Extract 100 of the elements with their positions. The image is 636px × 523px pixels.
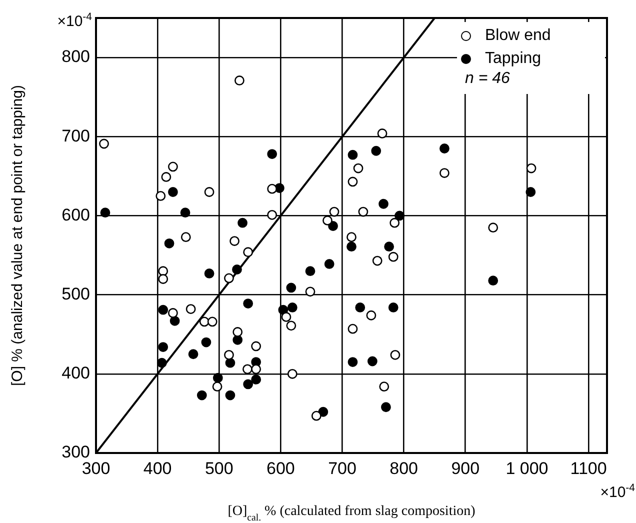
point xyxy=(232,264,242,274)
point xyxy=(196,390,207,400)
point xyxy=(186,304,196,314)
point xyxy=(225,390,236,400)
point xyxy=(379,382,390,392)
point xyxy=(207,316,218,327)
point xyxy=(100,208,110,218)
point xyxy=(281,312,292,322)
point xyxy=(204,187,214,197)
x-tick-label: 1100 xyxy=(570,458,607,478)
point xyxy=(180,232,191,242)
point xyxy=(372,256,382,266)
point xyxy=(390,218,400,228)
point xyxy=(381,402,391,412)
x-tick-label: 500 xyxy=(204,458,234,478)
point xyxy=(156,358,167,368)
point xyxy=(390,350,400,360)
x-tick-label: 1 000 xyxy=(506,458,548,478)
point xyxy=(526,187,536,197)
point xyxy=(305,266,316,276)
y-tick-label: 500 xyxy=(62,284,90,304)
x-tick-label: 700 xyxy=(328,458,356,478)
point xyxy=(348,150,358,160)
point xyxy=(318,406,328,417)
point xyxy=(243,379,254,390)
point xyxy=(158,342,168,352)
point xyxy=(251,374,262,384)
point xyxy=(322,216,332,226)
point xyxy=(225,358,236,368)
point xyxy=(267,184,278,194)
point xyxy=(168,187,178,197)
legend-label: Blow end xyxy=(485,26,551,44)
point xyxy=(201,337,212,348)
point xyxy=(199,316,210,327)
point xyxy=(366,310,376,320)
point xyxy=(287,368,298,379)
point xyxy=(353,163,364,174)
point xyxy=(348,176,358,187)
point xyxy=(168,308,178,318)
point xyxy=(440,144,450,154)
point xyxy=(158,274,168,284)
point xyxy=(378,198,388,209)
point xyxy=(358,206,368,217)
point xyxy=(204,268,214,278)
point xyxy=(348,324,358,334)
point xyxy=(243,298,254,308)
point xyxy=(346,232,356,242)
point xyxy=(212,372,223,383)
point xyxy=(230,236,240,246)
annotation: n = 46 xyxy=(464,70,511,89)
y-tick-label: 400 xyxy=(62,364,90,383)
point xyxy=(394,210,404,221)
point xyxy=(267,149,278,159)
point xyxy=(346,242,356,252)
point xyxy=(251,341,262,352)
point xyxy=(311,410,322,421)
point xyxy=(348,357,358,367)
x-tick-label: 600 xyxy=(266,458,295,478)
point xyxy=(388,302,398,312)
point xyxy=(243,247,254,258)
point xyxy=(371,146,382,156)
x-tick-label: 800 xyxy=(390,458,418,478)
point xyxy=(188,349,198,360)
point xyxy=(367,356,378,366)
y-tick-label: 700 xyxy=(62,126,90,146)
point xyxy=(286,320,296,331)
y-tick-label: 600 xyxy=(62,205,90,224)
point xyxy=(488,222,498,233)
y-tick-label: 800 xyxy=(62,47,90,66)
point xyxy=(377,128,388,138)
point xyxy=(329,206,340,217)
point xyxy=(242,364,252,374)
point xyxy=(251,364,262,374)
point xyxy=(324,259,334,269)
point xyxy=(168,162,178,172)
point xyxy=(440,168,450,178)
point xyxy=(180,208,190,218)
point xyxy=(526,163,536,174)
point xyxy=(161,172,172,182)
point xyxy=(287,302,298,312)
point xyxy=(388,252,398,262)
point xyxy=(164,238,174,248)
point xyxy=(305,286,316,297)
point xyxy=(267,210,278,220)
point xyxy=(170,316,180,326)
x-tick-label: 900 xyxy=(451,458,480,478)
y-axis-title: [O] % (analized value at end point or tapping) xyxy=(9,84,26,386)
x-tick-label: 400 xyxy=(143,458,172,478)
point xyxy=(232,327,243,337)
point xyxy=(224,273,234,284)
point xyxy=(238,218,248,228)
point xyxy=(384,242,394,252)
point xyxy=(234,76,244,86)
point xyxy=(156,191,166,201)
point xyxy=(212,382,222,392)
point xyxy=(488,276,498,286)
legend-label: Tapping xyxy=(485,50,542,68)
point xyxy=(286,282,296,293)
point xyxy=(224,350,234,360)
point xyxy=(99,138,109,149)
